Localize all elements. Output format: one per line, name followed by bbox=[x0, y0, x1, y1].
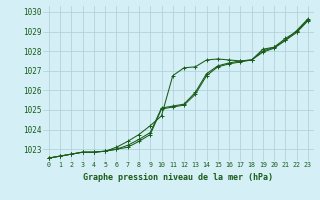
X-axis label: Graphe pression niveau de la mer (hPa): Graphe pression niveau de la mer (hPa) bbox=[84, 173, 273, 182]
